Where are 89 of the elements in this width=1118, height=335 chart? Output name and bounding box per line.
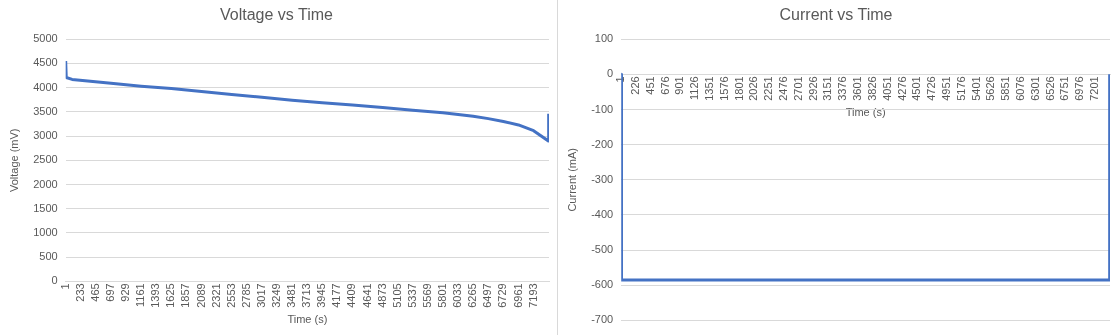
x-tick-label: 451	[643, 76, 656, 95]
x-tick-label: 2251	[762, 76, 775, 101]
x-tick-label: 4951	[939, 76, 952, 101]
y-tick-label: -700	[591, 313, 614, 326]
x-tick-label: 6301	[1028, 76, 1041, 101]
x-tick-label: 3945	[315, 283, 328, 308]
y-tick-label: 5000	[33, 32, 58, 45]
x-tick-label: 233	[73, 283, 86, 302]
y-tick-label: 4500	[33, 56, 58, 69]
y-tick-label: 100	[594, 32, 614, 45]
y-axis-title: Voltage (mV)	[7, 128, 20, 193]
x-tick-label: 1576	[717, 76, 730, 101]
x-axis-title: Time (s)	[287, 313, 328, 326]
x-tick-label: 5851	[999, 76, 1012, 101]
x-tick-label: 5337	[405, 283, 418, 308]
x-tick-label: 1161	[134, 283, 147, 307]
y-tick-label: 1000	[33, 225, 58, 238]
chart-title: Voltage vs Time	[220, 6, 334, 24]
y-tick-label: 1500	[33, 201, 58, 214]
x-tick-label: 7193	[526, 283, 539, 308]
x-tick-label: 2553	[224, 283, 237, 308]
x-tick-label: 4726	[925, 76, 938, 101]
x-tick-label: 3249	[270, 283, 283, 308]
x-tick-label: 3826	[865, 76, 878, 101]
x-tick-label: 1857	[179, 283, 192, 308]
x-tick-label: 5105	[390, 283, 403, 308]
x-tick-label: 5801	[436, 283, 449, 308]
x-tick-label: 5569	[420, 283, 433, 308]
x-tick-label: 1801	[732, 76, 745, 101]
y-axis-title: Current (mA)	[565, 148, 578, 212]
x-tick-label: 1	[58, 283, 71, 290]
x-tick-label: 6751	[1058, 76, 1071, 101]
y-tick-label: -200	[591, 137, 614, 150]
x-tick-label: 2026	[747, 76, 760, 101]
x-tick-label: 901	[673, 76, 686, 95]
y-tick-label: 0	[51, 274, 58, 287]
x-tick-label: 2089	[194, 283, 207, 308]
x-tick-label: 3713	[300, 283, 313, 308]
x-tick-label: 6497	[481, 283, 494, 308]
y-tick-label: 500	[39, 250, 58, 263]
x-tick-label: 929	[119, 283, 132, 302]
x-tick-label: 3376	[836, 76, 849, 101]
x-tick-label: 4276	[895, 76, 908, 101]
x-tick-label: 3151	[821, 76, 834, 101]
y-tick-label: 4000	[33, 80, 58, 93]
x-tick-label: 2476	[777, 76, 790, 101]
y-tick-label: 2000	[33, 177, 58, 190]
x-tick-label: 4177	[330, 283, 343, 308]
x-tick-label: 226	[629, 76, 642, 95]
x-tick-label: 6526	[1043, 76, 1056, 101]
x-tick-label: 4873	[375, 283, 388, 308]
x-tick-label: 2321	[209, 283, 222, 308]
x-tick-label: 697	[103, 283, 116, 302]
y-tick-label: -100	[591, 102, 614, 115]
x-tick-label: 3601	[851, 76, 864, 101]
x-tick-label: 1393	[149, 283, 162, 308]
y-tick-label: -600	[591, 278, 614, 291]
y-tick-label: -400	[591, 207, 614, 220]
y-tick-label: -500	[591, 243, 614, 256]
x-tick-label: 5401	[969, 76, 982, 101]
y-tick-label: -300	[591, 172, 614, 185]
x-tick-label: 7201	[1087, 76, 1100, 101]
x-tick-label: 6961	[511, 283, 524, 308]
x-tick-label: 5626	[984, 76, 997, 101]
x-tick-label: 1351	[703, 76, 716, 101]
x-tick-label: 3017	[254, 283, 267, 308]
x-tick-label: 4051	[880, 76, 893, 101]
y-tick-label: 0	[607, 67, 614, 80]
x-tick-label: 6729	[496, 283, 509, 308]
x-tick-label: 1126	[688, 76, 701, 101]
x-tick-label: 6265	[466, 283, 479, 308]
x-tick-label: 3481	[285, 283, 298, 308]
x-tick-label: 2926	[806, 76, 819, 101]
x-tick-label: 6976	[1073, 76, 1086, 101]
x-tick-label: 5176	[954, 76, 967, 101]
y-tick-label: 3000	[33, 129, 58, 142]
x-tick-label: 4501	[910, 76, 923, 101]
x-tick-label: 4641	[360, 283, 373, 308]
x-tick-label: 6076	[1013, 76, 1026, 101]
x-tick-label: 1625	[164, 283, 177, 308]
chart-title: Current vs Time	[779, 6, 893, 24]
x-tick-label: 465	[88, 283, 101, 302]
x-tick-label: 2785	[239, 283, 252, 308]
x-tick-label: 2701	[791, 76, 804, 101]
x-tick-label: 4409	[345, 283, 358, 308]
x-tick-label: 676	[658, 76, 671, 95]
y-tick-label: 3500	[33, 104, 58, 117]
y-tick-label: 2500	[33, 153, 58, 166]
x-tick-label: 6033	[451, 283, 464, 308]
